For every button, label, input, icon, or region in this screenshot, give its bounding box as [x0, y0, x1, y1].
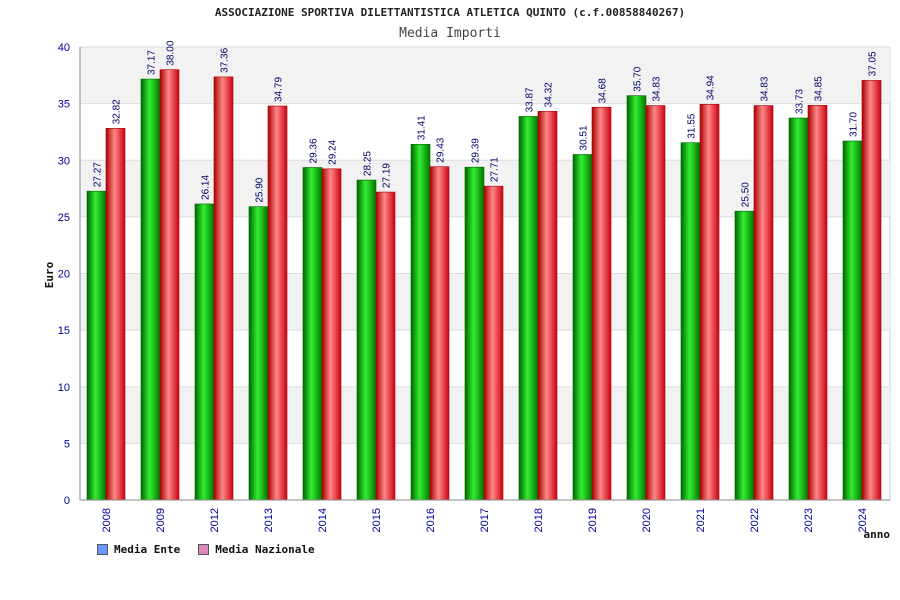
data-label: 34.94	[706, 75, 717, 100]
bar-ente	[86, 190, 107, 501]
bar-ente	[410, 143, 431, 501]
y-tick-label: 15	[58, 325, 70, 337]
bar-nazionale	[807, 105, 828, 501]
bar-nazionale	[591, 106, 612, 501]
y-tick-label: 10	[58, 382, 70, 394]
data-label: 29.24	[328, 139, 339, 164]
x-tick-label: 2009	[155, 508, 167, 532]
legend-label-nazionale: Media Nazionale	[215, 543, 315, 556]
data-label: 25.50	[741, 182, 752, 207]
data-label: 34.32	[544, 82, 555, 107]
data-label: 29.39	[471, 138, 482, 163]
x-axis-label: anno	[864, 528, 891, 541]
bar-ente	[734, 210, 755, 501]
y-tick-label: 5	[64, 438, 70, 450]
data-label: 26.14	[201, 175, 212, 200]
bar-nazionale	[861, 80, 882, 501]
bar-nazionale	[483, 185, 504, 501]
data-label: 29.43	[436, 137, 447, 162]
data-label: 27.71	[490, 157, 501, 182]
data-label: 37.36	[220, 47, 231, 72]
bar-nazionale	[645, 105, 666, 501]
bar-ente	[572, 154, 593, 501]
x-tick-label: 2020	[641, 508, 653, 532]
legend-label-ente: Media Ente	[114, 543, 181, 556]
chart-legend: Media Ente Media Nazionale	[97, 543, 315, 556]
data-label: 37.05	[868, 51, 879, 76]
bar-nazionale	[537, 111, 558, 501]
bar-nazionale	[159, 69, 180, 501]
chart-subtitle: Media Importi	[399, 26, 501, 41]
x-tick-label: 2022	[749, 508, 761, 532]
x-tick-label: 2016	[425, 508, 437, 532]
y-axis-label: Euro	[43, 261, 56, 288]
y-tick-label: 0	[64, 495, 70, 507]
data-label: 33.87	[525, 87, 536, 112]
x-tick-label: 2017	[479, 508, 491, 532]
x-tick-label: 2019	[587, 508, 599, 532]
bar-nazionale	[699, 104, 720, 501]
legend-swatch-ente	[97, 544, 108, 555]
data-label: 35.70	[633, 66, 644, 91]
x-tick-label: 2008	[101, 508, 113, 532]
y-tick-label: 40	[58, 42, 70, 54]
data-label: 34.79	[274, 77, 285, 102]
x-tick-label: 2018	[533, 508, 545, 532]
data-label: 27.27	[93, 162, 104, 187]
x-tick-label: 2023	[803, 508, 815, 532]
data-label: 37.17	[147, 50, 158, 75]
bar-ente	[788, 117, 809, 501]
data-label: 31.55	[687, 113, 698, 138]
y-tick-label: 20	[58, 269, 70, 281]
x-tick-label: 2024	[857, 508, 869, 532]
bar-ente	[626, 95, 647, 501]
bar-ente	[464, 166, 485, 501]
data-label: 32.82	[112, 99, 123, 124]
y-tick-label: 35	[58, 99, 70, 111]
bar-nazionale	[753, 105, 774, 501]
x-tick-label: 2015	[371, 508, 383, 532]
data-label: 33.73	[795, 89, 806, 114]
bar-ente	[302, 167, 323, 501]
bar-ente	[194, 203, 215, 501]
bar-ente	[680, 142, 701, 501]
bar-ente	[356, 179, 377, 501]
bar-nazionale	[429, 166, 450, 501]
data-label: 25.90	[255, 177, 266, 202]
chart-title: ASSOCIAZIONE SPORTIVA DILETTANTISTICA AT…	[214, 6, 686, 19]
bar-nazionale	[213, 76, 234, 501]
bar-ente	[140, 78, 161, 501]
legend-item-nazionale: Media Nazionale	[198, 543, 315, 556]
data-label: 29.36	[309, 138, 320, 163]
data-label: 31.41	[417, 115, 428, 140]
bar-nazionale	[267, 105, 288, 501]
data-label: 27.19	[382, 163, 393, 188]
bar-nazionale	[105, 128, 126, 501]
data-label: 30.51	[579, 125, 590, 150]
data-label: 38.00	[166, 40, 177, 65]
bar-nazionale	[375, 191, 396, 501]
bar-nazionale	[321, 168, 342, 501]
data-label: 31.70	[849, 112, 860, 137]
bar-ente	[842, 140, 863, 501]
x-tick-label: 2021	[695, 508, 707, 532]
x-tick-label: 2013	[263, 508, 275, 532]
data-label: 34.83	[760, 76, 771, 101]
legend-item-ente: Media Ente	[97, 543, 180, 556]
data-label: 34.83	[652, 76, 663, 101]
data-label: 28.25	[363, 151, 374, 176]
y-tick-label: 30	[58, 155, 70, 167]
bar-ente	[248, 206, 269, 501]
legend-swatch-nazionale	[198, 544, 210, 555]
x-tick-label: 2012	[209, 508, 221, 532]
y-tick-label: 25	[58, 212, 70, 224]
data-label: 34.85	[814, 76, 825, 101]
bar-ente	[518, 116, 539, 501]
data-label: 34.68	[598, 78, 609, 103]
x-tick-label: 2014	[317, 508, 329, 532]
